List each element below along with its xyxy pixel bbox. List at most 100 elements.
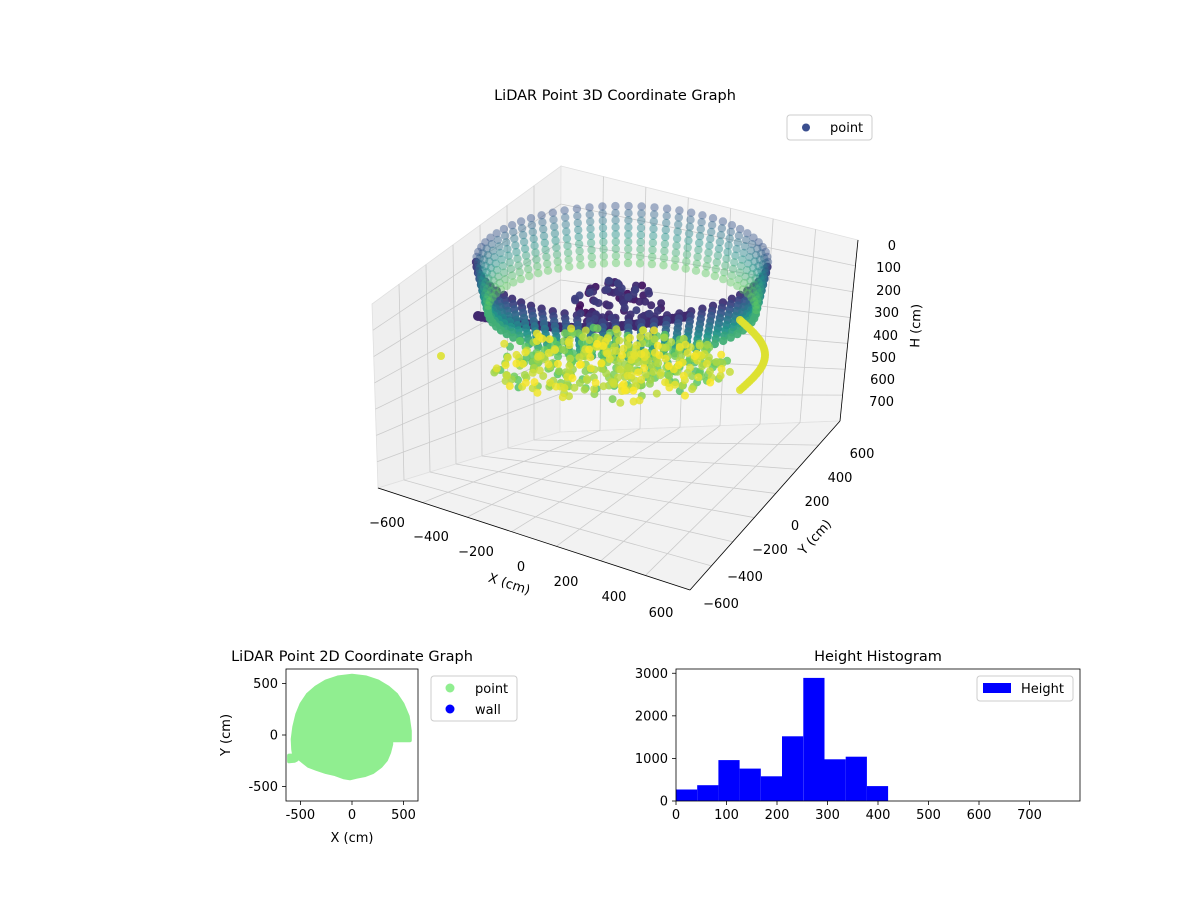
scatter-point	[515, 268, 524, 277]
scatter-point	[650, 203, 659, 212]
legend-3d-marker	[802, 123, 810, 132]
scatter-point	[504, 251, 513, 260]
scatter-region	[287, 673, 412, 781]
scatter-point	[723, 247, 732, 257]
scatter-point	[692, 259, 701, 268]
scatter-point	[698, 211, 707, 220]
histogram-title: Height Histogram	[814, 649, 942, 665]
scatter-point	[585, 345, 594, 354]
y-tick-label: 0	[270, 729, 278, 744]
scatter-point	[693, 252, 702, 262]
scatter-point	[479, 283, 489, 292]
scatter-point	[745, 253, 754, 262]
grid-3d	[372, 176, 856, 576]
y-tick-labels: −600 −400 −200 0 200 400 600	[703, 447, 874, 612]
scatter-point	[681, 340, 690, 349]
scatter-point	[560, 206, 569, 215]
scatter-point	[500, 339, 509, 348]
scatter-point	[575, 360, 584, 369]
scatter-point	[496, 285, 506, 294]
scatter-point	[586, 238, 596, 248]
grid-line	[481, 455, 776, 494]
scatter-point	[530, 241, 539, 250]
scatter-point	[561, 220, 570, 229]
scatter-point	[758, 281, 767, 291]
scatter-point	[500, 231, 510, 240]
scatter-point	[624, 237, 633, 246]
scatter-point	[505, 382, 514, 391]
scatter-point	[758, 271, 768, 280]
scatter-point	[750, 297, 759, 306]
scatter-point	[516, 274, 525, 284]
point-cloud	[437, 201, 773, 407]
grid-line	[452, 244, 457, 465]
scatter-point	[684, 229, 694, 238]
scatter-point	[626, 310, 635, 319]
z-tick-label: 300	[874, 306, 899, 321]
grid-line	[556, 425, 721, 547]
scatter-point	[506, 264, 516, 274]
histogram-bar	[845, 756, 867, 801]
scatter-point	[560, 346, 569, 355]
scatter-point	[543, 259, 552, 268]
scatter-point	[694, 373, 703, 382]
scatter-point	[749, 263, 758, 273]
scatter-point	[760, 265, 769, 274]
scatter-point	[684, 236, 693, 245]
scatter-point	[525, 271, 534, 281]
x-tick-label: 200	[765, 808, 790, 823]
scatter-point	[759, 275, 768, 285]
scatter-point	[757, 266, 766, 275]
scatter-point	[477, 260, 486, 269]
scatter-point	[661, 378, 670, 387]
scatter-point	[579, 333, 588, 342]
scatter-point	[639, 326, 648, 335]
scatter-point	[528, 227, 537, 237]
z-tick-label: 600	[870, 373, 895, 388]
scatter-point	[514, 261, 523, 270]
scatter-point	[664, 362, 673, 370]
z-tick-label: 700	[869, 395, 894, 410]
scatter-point	[611, 230, 620, 239]
scatter-point	[645, 289, 653, 298]
scatter-point	[674, 361, 683, 369]
x-tick-label: 0	[348, 808, 356, 823]
scatter-point	[482, 268, 492, 277]
scatter-point	[599, 237, 608, 247]
scatter-point	[492, 289, 501, 298]
scatter-point	[585, 288, 594, 297]
scatter-point	[752, 285, 762, 294]
ticks-2d: -500 0 500 -500 0 500	[248, 677, 415, 823]
histogram-bars	[676, 677, 889, 801]
scatter-point	[502, 281, 511, 291]
scatter-point	[587, 245, 596, 255]
scatter-point	[512, 359, 521, 368]
scatter-point	[751, 291, 760, 300]
scatter-point	[585, 336, 594, 345]
grid-line	[425, 264, 431, 473]
scatter-point	[532, 329, 541, 338]
scatter-point	[746, 276, 755, 285]
scatter-point	[753, 295, 762, 304]
scatter-point	[758, 260, 767, 269]
scatter-point	[738, 255, 747, 264]
grid-line	[507, 447, 798, 470]
scatter-point	[656, 368, 665, 377]
scatter-point	[718, 217, 728, 226]
scatter-point	[710, 271, 719, 281]
scatter-point	[599, 245, 608, 254]
scatter-point	[553, 257, 562, 266]
scatter-point	[482, 285, 492, 294]
scatter-point	[552, 243, 561, 252]
scatter-point	[712, 358, 721, 366]
scatter-point	[754, 261, 763, 271]
scatter-point	[748, 287, 758, 296]
scatter-point	[575, 378, 584, 387]
scatter-point	[647, 259, 657, 269]
scatter-point	[574, 225, 583, 235]
scatter-points-2d	[287, 673, 412, 781]
scatter-point	[587, 252, 596, 262]
scatter-point	[690, 352, 699, 361]
scatter-point	[704, 248, 713, 257]
scatter-point	[621, 386, 630, 395]
